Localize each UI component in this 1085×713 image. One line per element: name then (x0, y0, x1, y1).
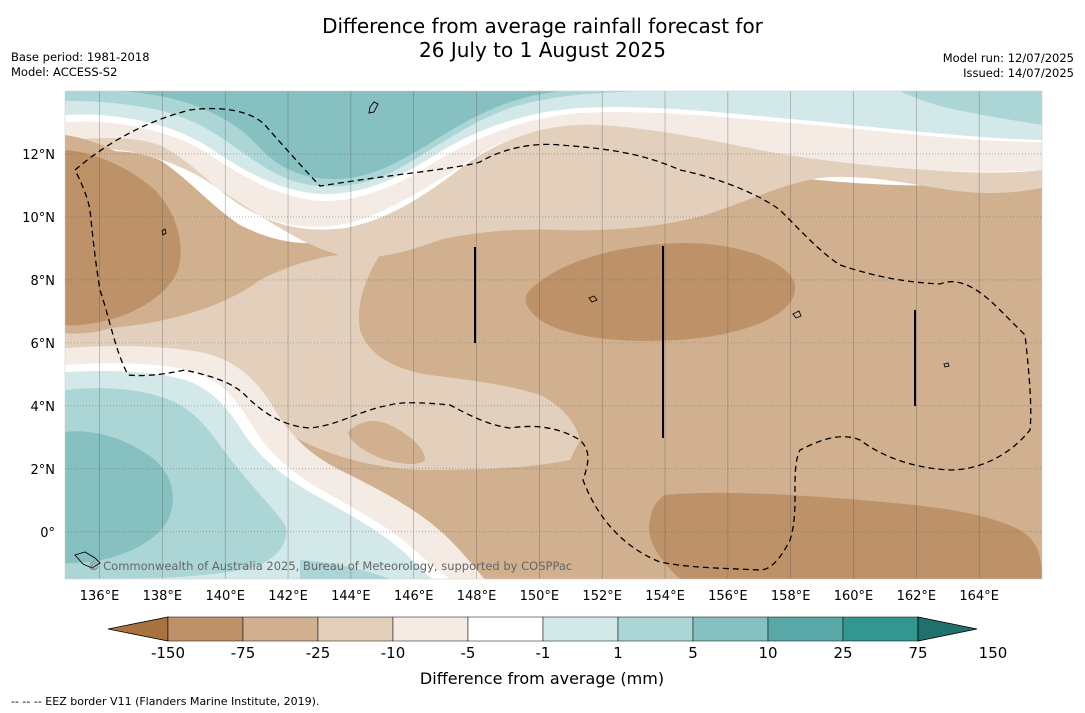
colorbar-tick-label: 1 (613, 644, 623, 662)
latitude-tick-label: 0° (40, 526, 55, 541)
contour-band-central-lighter-brown (65, 253, 580, 470)
ensemble-spread-bars (474, 246, 916, 438)
longitude-tick-label: 140°E (205, 589, 245, 604)
map-title-line-1: Difference from average rainfall forecas… (322, 14, 763, 38)
latitude-tick-label: 4°N (31, 400, 56, 415)
colorbar-extend-high (917, 616, 978, 642)
longitude-tick-label: 142°E (268, 589, 308, 604)
contour-band-southeast-darker-brown (649, 492, 1042, 579)
issued-text: Issued: 14/07/2025 (963, 66, 1074, 80)
base-period-text: Base period: 1981-2018 (11, 50, 150, 64)
colorbar-segment (392, 616, 469, 642)
contour-band-northeast-teal (900, 91, 1042, 125)
contour-band-southwest-light-teal (300, 560, 390, 579)
longitude-tick-label: 156°E (708, 589, 748, 604)
model-run-text: Model run: 12/07/2025 (942, 51, 1074, 65)
contour-band-north-mid-teal (120, 91, 560, 180)
longitude-tick-label: 154°E (645, 589, 685, 604)
longitude-tick-label: 138°E (143, 589, 183, 604)
rainfall-contours (65, 91, 1042, 579)
latitude-tick-label: 12°N (22, 148, 55, 163)
longitude-tick-label: 164°E (959, 589, 999, 604)
colorbar-segment (242, 616, 319, 642)
longitude-tick-label: 148°E (457, 589, 497, 604)
longitude-tick-label: 160°E (834, 589, 874, 604)
island-guam (368, 101, 379, 114)
meta-right: Model run: 12/07/2025 Issued: 14/07/2025 (943, 51, 1074, 81)
colorbar-tick-label: -5 (461, 644, 476, 662)
longitude-tick-labels: 136°E 138°E 140°E 142°E 144°E 146°E 148°E 150°E… (80, 589, 999, 604)
colorbar-segment (317, 616, 394, 642)
longitude-tick-label: 136°E (80, 589, 120, 604)
colorbar-segment (842, 616, 919, 642)
eez-borders (74, 107, 1032, 571)
colorbar-segment (542, 616, 619, 642)
latitude-tick-label: 10°N (22, 211, 55, 226)
colorbar-segment (617, 616, 694, 642)
longitude-tick-label: 144°E (331, 589, 371, 604)
colorbar-tick-label: 75 (908, 644, 927, 662)
longitude-tick-label: 150°E (520, 589, 560, 604)
map-title-line-2: 26 July to 1 August 2025 (419, 38, 666, 62)
latitude-tick-label: 6°N (31, 337, 56, 352)
latitude-tick-label: 2°N (31, 463, 56, 478)
colorbar-tick-label: -10 (381, 644, 406, 662)
island-yap (161, 228, 167, 236)
longitude-tick-label: 162°E (897, 589, 937, 604)
colorbar-tick-label: 5 (688, 644, 698, 662)
colorbar-tick-label: -1 (536, 644, 551, 662)
eez-border-guam-cnmi (74, 107, 1032, 571)
contour-band-west-darker-brown (65, 150, 181, 326)
contour-band-west-lighter-brown (65, 124, 1042, 258)
colorbar-segment (467, 616, 544, 642)
map-title: Difference from average rainfall forecas… (0, 14, 1085, 62)
colorbar-tick-label: -150 (151, 644, 185, 662)
colorbar-tick-label: 25 (833, 644, 852, 662)
map-panel: © Commonwealth of Australia 2025, Bureau… (64, 90, 1043, 580)
colorbar-tick-labels: -150 -75 -25 -10 -5 -1 1 5 10 25 75 150 (151, 644, 1007, 662)
longitude-tick-label: 152°E (582, 589, 622, 604)
colorbar-tick-label: -75 (231, 644, 256, 662)
longitude-tick-label: 146°E (394, 589, 434, 604)
meta-left: Base period: 1981-2018 Model: ACCESS-S2 (11, 50, 150, 80)
colorbar-tick-label: -25 (306, 644, 331, 662)
map-frame (64, 90, 1043, 580)
contour-band-central-small-brown (348, 420, 425, 464)
island-pohnpei (792, 310, 802, 319)
colorbar-segment (767, 616, 844, 642)
colorbar-tick-label: 10 (758, 644, 777, 662)
model-text: Model: ACCESS-S2 (11, 65, 118, 79)
latitude-tick-label: 8°N (31, 274, 56, 289)
colorbar-extend-low (107, 616, 169, 642)
colorbar (107, 616, 978, 642)
colorbar-segment (167, 616, 244, 642)
copyright-text: © Commonwealth of Australia 2025, Bureau… (88, 559, 572, 573)
latitude-tick-labels: 0° 2°N 4°N 6°N 8°N 10°N 12°N (22, 148, 55, 541)
land-islands (74, 101, 950, 569)
island-chuuk (588, 295, 598, 303)
map-gridlines (65, 91, 1042, 579)
colorbar-segment (692, 616, 769, 642)
island-new-guinea-coast (74, 551, 101, 569)
contour-band-south-mid-teal (65, 431, 173, 563)
colorbar-tick-label: 150 (979, 644, 1008, 662)
eez-legend-note: -- -- -- EEZ border V11 (Flanders Marine… (11, 695, 320, 708)
island-kosrae (943, 362, 950, 368)
colorbar-title: Difference from average (mm) (420, 669, 664, 688)
longitude-tick-label: 158°E (771, 589, 811, 604)
